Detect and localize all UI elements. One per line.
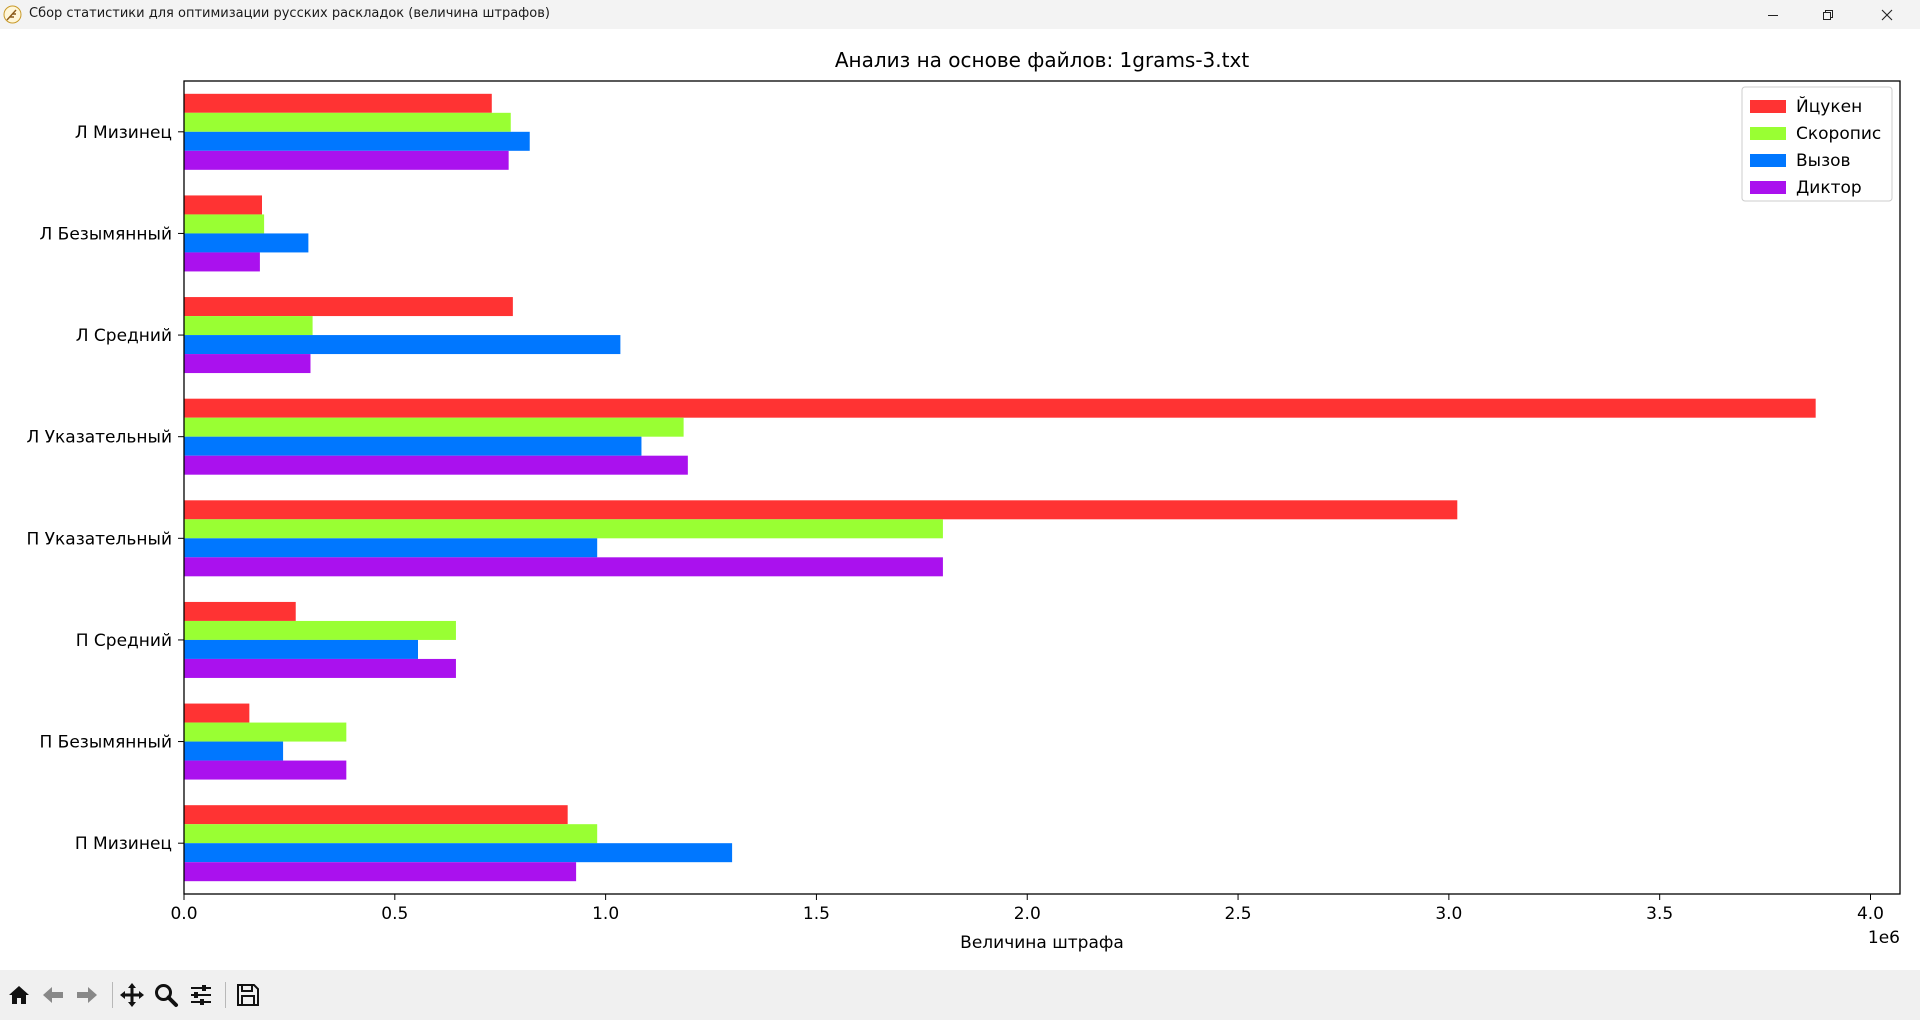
bar-1-2 (184, 195, 262, 215)
bar-3-3 (184, 335, 621, 355)
chart-title: Анализ на основе файлов: 1grams-3.txt (835, 48, 1250, 72)
bar-2-1 (184, 112, 511, 132)
bar-1-8 (184, 805, 568, 825)
legend-swatch-2 (1750, 127, 1786, 140)
y-tick-label: П Средний (76, 631, 172, 651)
bar-2-2 (184, 214, 265, 234)
bar-4-7 (184, 760, 347, 780)
x-axis-offset-label: 1e6 (1868, 928, 1900, 948)
bar-3-8 (184, 843, 733, 863)
bar-3-6 (184, 639, 418, 659)
bar-2-8 (184, 824, 598, 844)
pan-icon (120, 983, 144, 1007)
x-tick-label: 3.0 (1435, 904, 1462, 924)
figure-canvas: Анализ на основе файлов: 1grams-3.txt Л М… (0, 29, 1920, 970)
save-icon (237, 984, 259, 1006)
x-tick-label: 0.5 (381, 904, 408, 924)
legend-label-3: Вызов (1796, 151, 1851, 171)
bar-3-5 (184, 538, 598, 558)
forward-arrow-icon (77, 987, 97, 1003)
y-tick-label: П Указательный (26, 529, 172, 549)
plot-frame (183, 80, 1901, 895)
bar-4-2 (184, 252, 260, 272)
bar-1-7 (184, 703, 250, 723)
back-arrow-icon (43, 987, 63, 1003)
bar-3-2 (184, 233, 309, 253)
zoom-icon (155, 984, 178, 1007)
legend-label-4: Диктор (1796, 178, 1862, 198)
x-tick-label: 4.0 (1857, 904, 1884, 924)
bar-4-8 (184, 862, 577, 882)
home-icon (9, 986, 29, 1004)
x-axis-label: Величина штрафа (960, 933, 1124, 953)
save-button[interactable] (233, 980, 263, 1010)
title-bar: Сбор статистики для оптимизации русских … (0, 0, 1920, 29)
minimize-button[interactable] (1750, 0, 1796, 29)
y-tick-label: Л Указательный (26, 428, 172, 448)
x-tick-label: 3.5 (1646, 904, 1673, 924)
bar-chart: Анализ на основе файлов: 1grams-3.txt Л М… (26, 48, 1901, 953)
bar-3-4 (184, 436, 642, 456)
x-tick-label: 2.0 (1014, 904, 1041, 924)
bar-3-7 (184, 741, 284, 761)
x-tick-label: 0.0 (170, 904, 197, 924)
toolbar-separator (225, 982, 226, 1008)
y-tick-label: Л Мизинец (75, 123, 172, 143)
legend-label-2: Скоропис (1796, 124, 1881, 144)
y-tick-label: Л Безымянный (39, 224, 172, 244)
legend-swatch-4 (1750, 181, 1786, 194)
legend-box (1741, 86, 1893, 202)
back-button[interactable] (38, 980, 68, 1010)
restore-button[interactable] (1805, 0, 1851, 29)
feather-app-icon (3, 5, 22, 24)
bar-1-3 (184, 297, 513, 317)
home-button[interactable] (4, 980, 34, 1010)
y-tick-label: П Мизинец (75, 834, 172, 854)
bar-4-1 (184, 150, 509, 170)
close-button[interactable] (1864, 0, 1910, 29)
bar-1-1 (184, 93, 492, 113)
x-tick-label: 1.5 (803, 904, 830, 924)
toolbar-separator (112, 982, 113, 1008)
bar-4-6 (184, 658, 456, 678)
bar-2-5 (184, 519, 943, 539)
x-tick-label: 2.5 (1225, 904, 1252, 924)
forward-button[interactable] (72, 980, 102, 1010)
pan-button[interactable] (117, 980, 147, 1010)
bar-1-6 (184, 601, 296, 621)
close-icon (1881, 9, 1893, 20)
y-tick-label: П Безымянный (39, 733, 172, 753)
y-tick-label: Л Средний (76, 326, 172, 346)
bar-1-5 (184, 500, 1458, 520)
bar-4-5 (184, 557, 943, 577)
x-tick-label: 1.0 (592, 904, 619, 924)
bar-1-4 (184, 398, 1816, 418)
bar-4-4 (184, 455, 688, 475)
window-title: Сбор статистики для оптимизации русских … (29, 6, 550, 21)
bar-2-4 (184, 417, 684, 437)
legend-swatch-1 (1750, 100, 1786, 113)
minimize-icon (1768, 14, 1778, 16)
navigation-toolbar (0, 970, 1920, 1020)
legend-swatch-3 (1750, 154, 1786, 167)
configure-subplots-button[interactable] (186, 980, 216, 1010)
zoom-button[interactable] (151, 980, 181, 1010)
bar-2-3 (184, 316, 313, 336)
bar-4-3 (184, 354, 311, 374)
bar-2-6 (184, 620, 456, 640)
bar-2-7 (184, 722, 347, 742)
configure-subplots-icon (191, 985, 211, 1005)
bar-3-1 (184, 131, 530, 151)
legend-label-1: Йцукен (1796, 95, 1862, 117)
restore-icon (1823, 9, 1833, 20)
